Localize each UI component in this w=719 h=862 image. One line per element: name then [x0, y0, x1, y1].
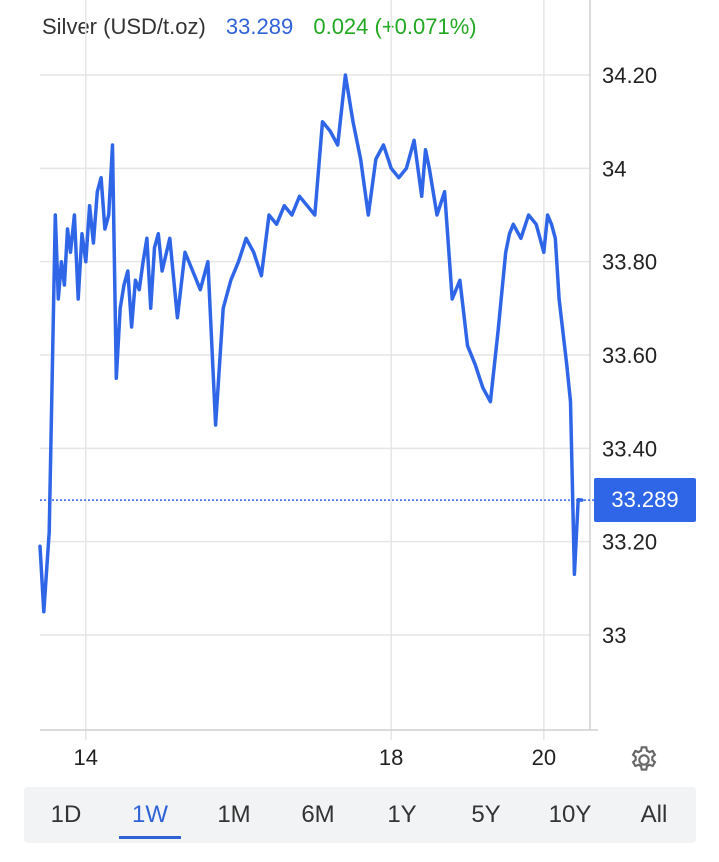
vertical-gridlines — [85, 0, 545, 740]
y-tick-label: 34 — [602, 156, 626, 181]
timeframe-tabs: 1D 1W 1M 6M 1Y 5Y 10Y All — [24, 787, 696, 843]
tab-all[interactable]: All — [640, 801, 668, 828]
price-change: 0.024 (+0.071%) — [313, 14, 477, 39]
y-axis-ticks: 34.20 34 33.80 33.60 33.40 33.20 33 — [602, 63, 657, 648]
y-gridline-spacer — [40, 0, 590, 75]
tab-10y[interactable]: 10Y — [548, 801, 592, 828]
y-tick-label: 33 — [602, 623, 626, 648]
tab-5y[interactable]: 5Y — [471, 801, 501, 828]
y-tick-label: 33.60 — [602, 343, 657, 368]
tab-1d[interactable]: 1D — [50, 801, 82, 828]
x-tick-label: 14 — [74, 745, 98, 770]
x-tick-label: 18 — [379, 745, 403, 770]
settings-button[interactable] — [628, 744, 660, 776]
tab-1w[interactable]: 1W — [108, 787, 192, 843]
x-tick-label: 20 — [532, 745, 556, 770]
chart-header: Silver (USD/t.oz) 33.289 0.024 (+0.071%) — [42, 14, 491, 40]
last-price-badge: 33.289 — [594, 478, 696, 523]
tab-1y[interactable]: 1Y — [387, 801, 417, 828]
x-axis-ticks: 14 18 20 — [74, 745, 557, 770]
price-series — [38, 73, 584, 614]
instrument-name: Silver (USD/t.oz) — [42, 14, 206, 39]
y-tick-label: 34.20 — [602, 63, 657, 88]
current-price: 33.289 — [225, 14, 294, 39]
horizontal-gridlines — [40, 0, 590, 636]
tab-1m[interactable]: 1M — [217, 801, 251, 828]
tab-6m[interactable]: 6M — [301, 801, 335, 828]
y-tick-label: 33.20 — [602, 530, 657, 555]
series-line — [38, 73, 584, 614]
gear-icon — [631, 746, 657, 771]
y-tick-label: 33.40 — [602, 436, 657, 461]
y-tick-label: 33.80 — [602, 250, 657, 275]
